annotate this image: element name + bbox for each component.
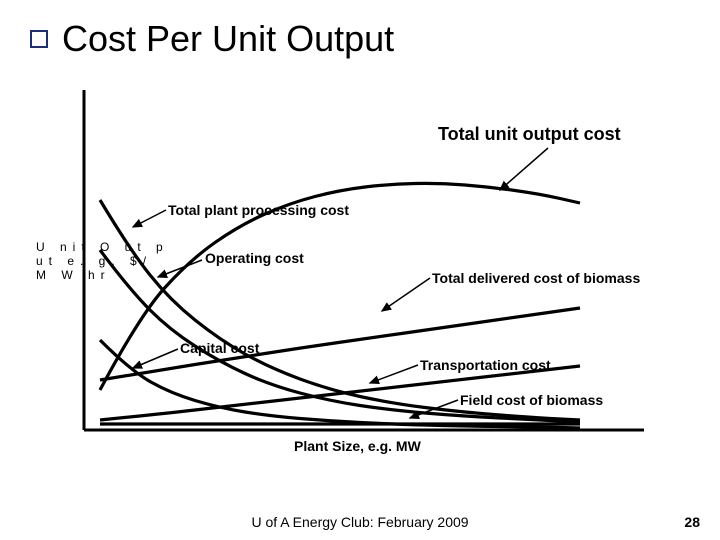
bullet-icon [30,30,48,48]
label-plant-processing: Total plant processing cost [168,202,349,218]
page-number: 28 [684,514,700,530]
title-row: Cost Per Unit Output [30,18,394,60]
arrow-transportation [370,365,418,383]
label-total-unit: Total unit output cost [438,124,621,145]
label-field-biomass: Field cost of biomass [460,392,603,408]
y-axis-label: U nit O ut p ut e. g. $/ M W hr [36,240,176,282]
slide: Cost Per Unit Output U nit O ut p ut e. … [0,0,720,540]
arrow-total_unit [500,148,548,190]
arrow-plant_processing [133,210,166,227]
label-capital: Capital cost [180,340,259,356]
arrow-capital [133,349,178,368]
cost-chart: U nit O ut p ut e. g. $/ M W hr Total un… [40,90,660,470]
arrow-delivered_biomass [382,278,430,311]
label-delivered-biomass: Total delivered cost of biomass [432,270,640,286]
slide-title: Cost Per Unit Output [62,18,394,60]
x-axis-label: Plant Size, e.g. MW [294,438,421,454]
label-transportation: Transportation cost [420,357,551,373]
footer-text: U of A Energy Club: February 2009 [0,514,720,530]
curve-plant_processing [100,200,580,420]
label-operating: Operating cost [205,250,304,266]
